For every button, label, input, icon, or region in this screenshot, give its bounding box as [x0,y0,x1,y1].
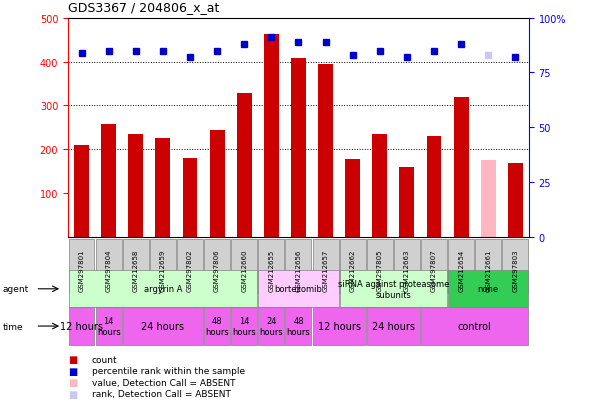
Text: control: control [458,321,492,331]
Text: GSM212657: GSM212657 [323,249,329,291]
Text: GSM297803: GSM297803 [512,249,518,291]
Text: GSM212654: GSM212654 [458,249,464,291]
Text: GDS3367 / 204806_x_at: GDS3367 / 204806_x_at [68,2,219,14]
Text: GSM212660: GSM212660 [241,249,247,291]
Bar [345,159,360,237]
Text: 14
hours: 14 hours [97,317,121,336]
Text: bortezomib: bortezomib [274,285,323,294]
Text: ■: ■ [68,354,77,364]
Text: agent: agent [3,285,29,294]
Text: 48
hours: 48 hours [205,317,229,336]
Text: percentile rank within the sample: percentile rank within the sample [92,366,245,375]
Text: time: time [3,322,24,331]
Text: ■: ■ [68,389,77,399]
Text: GSM297807: GSM297807 [431,249,437,291]
Bar [183,159,197,237]
Bar [74,145,89,237]
Text: GSM297802: GSM297802 [187,249,193,291]
Text: 14
hours: 14 hours [232,317,256,336]
Bar [128,135,143,237]
Text: GSM212659: GSM212659 [160,249,166,291]
Text: rank, Detection Call = ABSENT: rank, Detection Call = ABSENT [92,389,230,399]
Bar [101,125,116,237]
Text: ■: ■ [68,366,77,376]
Bar [508,164,523,237]
Text: GSM212658: GSM212658 [133,249,139,291]
Text: GSM212663: GSM212663 [404,249,410,291]
Bar [291,59,306,237]
Bar [427,137,441,237]
Text: 24 hours: 24 hours [372,321,415,331]
Text: value, Detection Call = ABSENT: value, Detection Call = ABSENT [92,378,235,387]
Text: 12 hours: 12 hours [60,321,103,331]
Bar [264,35,279,237]
Bar [481,161,496,237]
Text: 48
hours: 48 hours [287,317,310,336]
Bar [372,135,387,237]
Text: none: none [478,285,499,294]
Text: GSM297805: GSM297805 [377,249,383,291]
Text: argyrin A: argyrin A [144,285,182,294]
Text: GSM212661: GSM212661 [485,249,491,291]
Text: 24
hours: 24 hours [259,317,283,336]
Bar [237,94,252,237]
Text: GSM297804: GSM297804 [106,249,112,291]
Text: GSM297801: GSM297801 [79,249,85,291]
Bar [210,130,225,237]
Text: GSM212655: GSM212655 [268,249,274,291]
Text: GSM212656: GSM212656 [296,249,301,291]
Text: GSM297806: GSM297806 [214,249,220,291]
Bar [454,97,469,237]
Text: 12 hours: 12 hours [317,321,361,331]
Text: count: count [92,355,117,364]
Bar [318,64,333,237]
Text: GSM212662: GSM212662 [350,249,356,291]
Bar [400,167,414,237]
Text: 24 hours: 24 hours [141,321,184,331]
Text: ■: ■ [68,377,77,387]
Text: siRNA against proteasome
subunits: siRNA against proteasome subunits [337,280,449,299]
Bar [155,139,170,237]
